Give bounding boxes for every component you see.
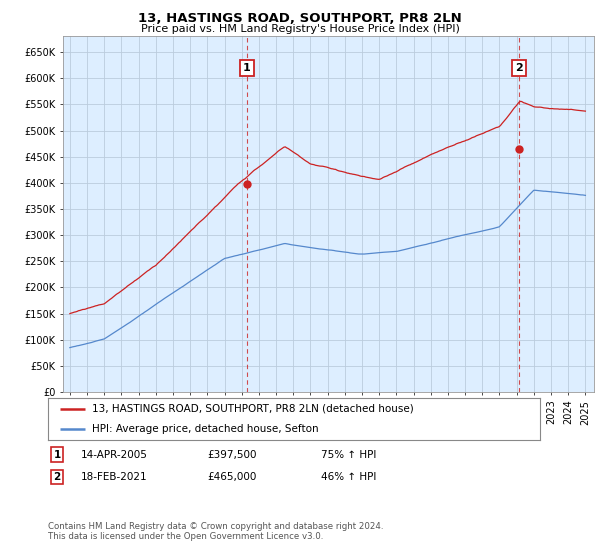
- Text: 2: 2: [53, 472, 61, 482]
- Text: 1: 1: [53, 450, 61, 460]
- Text: 18-FEB-2021: 18-FEB-2021: [81, 472, 148, 482]
- Text: 2: 2: [515, 63, 523, 73]
- Text: Price paid vs. HM Land Registry's House Price Index (HPI): Price paid vs. HM Land Registry's House …: [140, 24, 460, 34]
- Text: 1: 1: [242, 63, 250, 73]
- Text: £397,500: £397,500: [207, 450, 257, 460]
- Text: HPI: Average price, detached house, Sefton: HPI: Average price, detached house, Seft…: [92, 424, 319, 434]
- Text: 46% ↑ HPI: 46% ↑ HPI: [321, 472, 376, 482]
- Text: £465,000: £465,000: [207, 472, 256, 482]
- Text: 13, HASTINGS ROAD, SOUTHPORT, PR8 2LN (detached house): 13, HASTINGS ROAD, SOUTHPORT, PR8 2LN (d…: [92, 404, 414, 414]
- Text: Contains HM Land Registry data © Crown copyright and database right 2024.
This d: Contains HM Land Registry data © Crown c…: [48, 522, 383, 542]
- Text: 13, HASTINGS ROAD, SOUTHPORT, PR8 2LN: 13, HASTINGS ROAD, SOUTHPORT, PR8 2LN: [138, 12, 462, 25]
- Text: 75% ↑ HPI: 75% ↑ HPI: [321, 450, 376, 460]
- Text: 14-APR-2005: 14-APR-2005: [81, 450, 148, 460]
